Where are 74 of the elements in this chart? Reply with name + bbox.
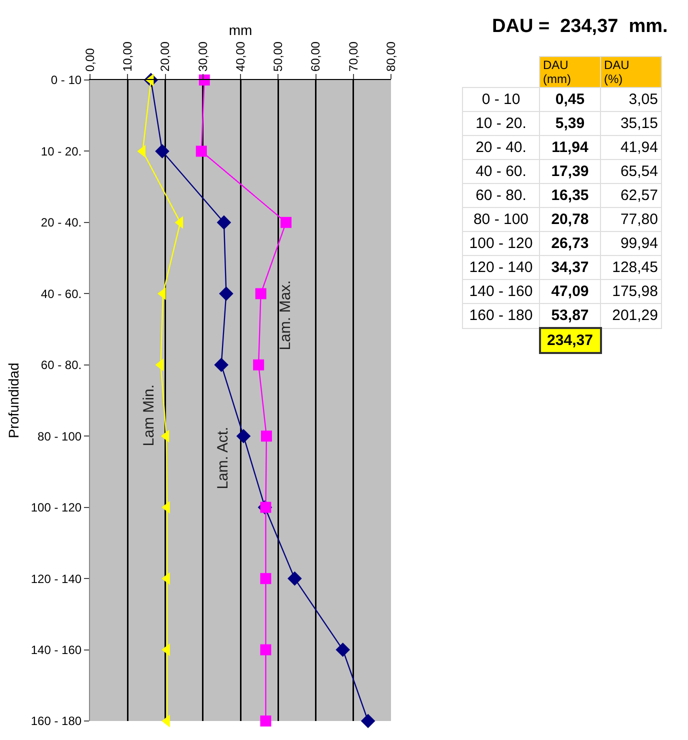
data-label: 201,29 xyxy=(600,304,662,328)
y-tick-label: 40 - 60. xyxy=(40,286,82,301)
text: Lam. Max. xyxy=(277,280,294,350)
category-label: 140 - 160 xyxy=(462,280,540,304)
data-label: 99,94 xyxy=(600,232,662,256)
x-axis-title: mm xyxy=(228,22,252,38)
y-tick-label: 160 - 180 xyxy=(30,714,82,728)
point xyxy=(255,288,266,300)
point xyxy=(196,146,207,157)
text: Lam Min. xyxy=(140,384,158,446)
category-label: 60 - 80. xyxy=(462,184,540,208)
point xyxy=(260,430,272,442)
point xyxy=(260,573,272,584)
point xyxy=(260,716,272,726)
data-label: 16,35 xyxy=(540,184,600,208)
data-label: 3,05 xyxy=(600,88,662,112)
data-label: 34,37 xyxy=(540,256,600,280)
data-label: 26,73 xyxy=(540,232,600,256)
data-label: 62,57 xyxy=(600,184,662,208)
data-label: 128,45 xyxy=(600,256,662,280)
y-tick-label: 80 - 100 xyxy=(38,429,82,444)
category-label: 40 - 60. xyxy=(462,160,540,184)
y-tick-label: 140 - 160 xyxy=(30,642,82,657)
category-label: 100 - 120 xyxy=(462,232,540,256)
x-tick-label: 80,00 xyxy=(384,41,398,72)
category-label: 160 - 180 xyxy=(462,304,540,328)
point xyxy=(253,359,264,370)
point xyxy=(260,644,272,656)
y-tick-label: 120 - 140 xyxy=(30,572,82,586)
x-tick-label: 40,00 xyxy=(233,41,248,72)
point xyxy=(219,286,234,301)
data-label: 35,15 xyxy=(600,112,662,136)
point xyxy=(216,215,232,230)
y-axis-title: Profundidad xyxy=(5,362,22,438)
y-tick-label: 100 - 120 xyxy=(30,500,82,515)
x-tick-label: 20,00 xyxy=(158,41,172,72)
point xyxy=(288,571,302,586)
data-label: 20,78 xyxy=(540,208,600,232)
point xyxy=(155,144,170,158)
data-label: 0,45 xyxy=(540,88,600,112)
y-tick-label: 10 - 20. xyxy=(40,144,82,158)
data-label: 17,39 xyxy=(540,160,600,184)
y-tick-label: 0 - 10 xyxy=(50,73,82,88)
text: 234,37 xyxy=(547,332,593,349)
data-label: 53,87 xyxy=(540,304,600,328)
data-label: 5,39 xyxy=(540,112,600,136)
data-label: 65,54 xyxy=(600,160,662,184)
point xyxy=(360,714,376,728)
x-tick-label: 70,00 xyxy=(346,41,360,72)
category-label: 120 - 140 xyxy=(462,256,540,280)
data-label: 175,98 xyxy=(600,280,662,304)
point xyxy=(214,358,228,372)
y-tick-label: 60 - 80. xyxy=(40,358,82,372)
x-tick-label: 60,00 xyxy=(308,41,323,72)
point xyxy=(236,428,251,444)
text: DAU (%) xyxy=(600,56,662,88)
point xyxy=(336,642,350,657)
text: DAU (mm) xyxy=(540,56,600,88)
x-tick-label: 50,00 xyxy=(271,41,286,72)
data-label: 77,80 xyxy=(600,208,662,232)
x-tick-label: 30,00 xyxy=(196,41,210,72)
text: Lam. Act. xyxy=(214,426,232,490)
y-tick-label: 20 - 40. xyxy=(40,216,82,230)
data-label: 47,09 xyxy=(540,280,600,304)
text: DAU = 234,37 mm. xyxy=(492,16,669,38)
category-label: 80 - 100 xyxy=(462,208,540,232)
point xyxy=(280,216,292,228)
data-label: 41,94 xyxy=(600,136,662,160)
category-label: 10 - 20. xyxy=(462,112,540,136)
x-tick-label: 10,00 xyxy=(120,41,135,72)
x-tick-label: 0,00 xyxy=(82,48,97,72)
category-label: 20 - 40. xyxy=(462,136,540,160)
data-label: 11,94 xyxy=(540,136,600,160)
category-label: 0 - 10 xyxy=(462,88,540,112)
